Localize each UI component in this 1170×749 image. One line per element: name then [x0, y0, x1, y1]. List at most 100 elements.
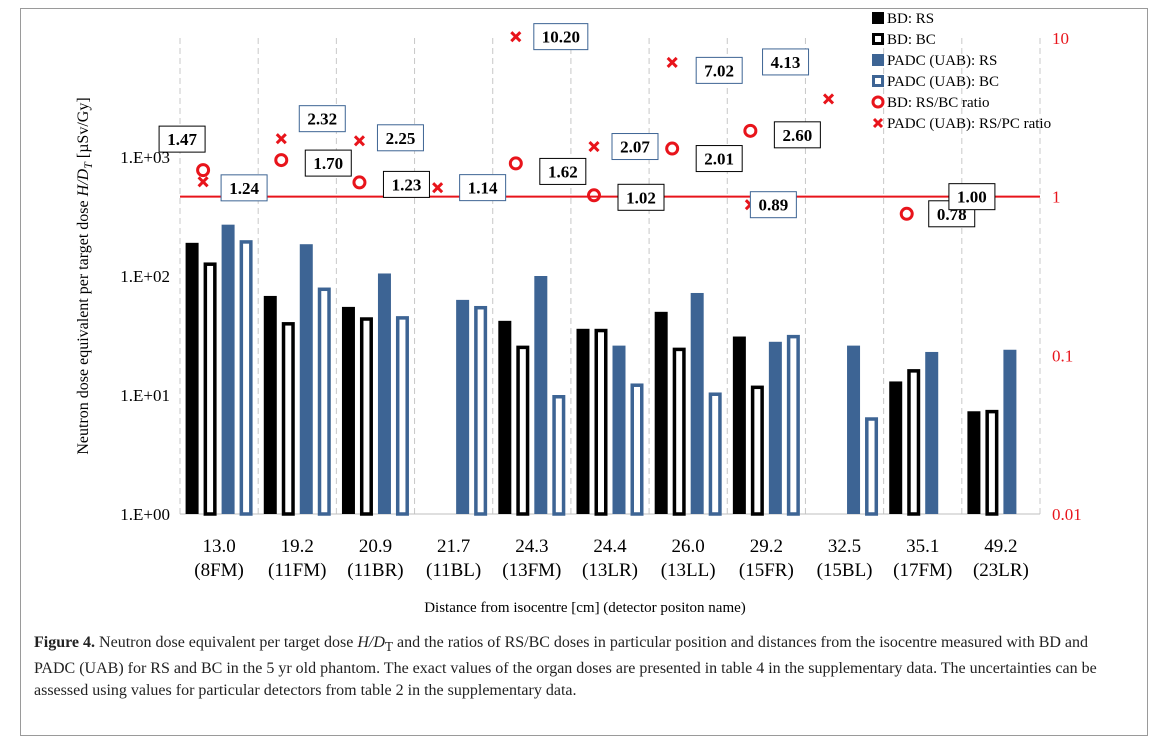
bar: [750, 385, 764, 516]
x-tick-label: 35.1: [906, 536, 939, 557]
bar: [341, 306, 355, 514]
bar: [498, 320, 512, 514]
ratio-label: 2.07: [620, 138, 650, 157]
legend-swatch: [872, 12, 884, 24]
ratio-label: 1.02: [626, 188, 656, 207]
ratio-marker-circle: [274, 153, 289, 168]
ratio-label-box: [948, 183, 996, 211]
ratio-marker-x: [197, 176, 209, 188]
legend-label: PADC (UAB): RS: [887, 53, 997, 69]
ratio-marker-x-stroke: [666, 56, 678, 68]
y-tick-label: 1.E+01: [120, 386, 170, 405]
bar: [239, 240, 253, 516]
caption-sub: T: [384, 639, 394, 655]
legend-marker-circle: [871, 95, 885, 109]
ratio-marker-x: [666, 56, 678, 68]
bar: [221, 224, 235, 514]
x-tick-sublabel: (13LL): [661, 560, 716, 581]
bar: [708, 392, 722, 516]
x-tick-sublabel: (23LR): [973, 560, 1029, 581]
x-tick-label: 20.9: [359, 536, 392, 557]
ratio-marker-x-stroke: [275, 133, 287, 145]
x-tick-label: 26.0: [672, 536, 705, 557]
figure-caption: Figure 4. Neutron dose equivalent per ta…: [34, 632, 1124, 702]
x-tick-sublabel: (13FM): [502, 560, 561, 581]
ratio-label-box: [695, 145, 743, 173]
bar: [967, 411, 981, 514]
y-tick-label: 1.E+00: [120, 505, 170, 524]
ratio-label-box: [158, 125, 206, 153]
ratio-label-box: [773, 121, 821, 149]
ratio-marker-x: [822, 93, 835, 105]
ratio-marker-circle: [508, 156, 523, 171]
bar: [732, 336, 746, 514]
bar: [985, 409, 999, 516]
ratio-label: 1.47: [167, 130, 197, 149]
bar: [534, 276, 548, 514]
ratio-marker-x-stroke: [588, 140, 600, 153]
ratio-marker-x-stroke: [197, 176, 209, 188]
ratio-label-box: [611, 133, 659, 161]
ratio-label-box: [695, 56, 743, 84]
x-tick-label: 24.4: [593, 536, 627, 557]
y-tick-label: 1.E+02: [120, 267, 170, 286]
ratio-marker-x: [588, 140, 600, 153]
ratio-label: 10.20: [542, 28, 580, 47]
bar: [865, 417, 879, 516]
ratio-label: 0.89: [758, 196, 788, 215]
bar: [317, 287, 331, 516]
bar: [690, 292, 704, 514]
ratio-label: 2.25: [386, 129, 416, 148]
x-tick-label: 32.5: [828, 536, 861, 557]
bar: [576, 328, 590, 514]
legend-label: PADC (UAB): RS/PC ratio: [887, 116, 1051, 132]
x-tick-sublabel: (8FM): [194, 560, 244, 581]
ratio-marker-x-stroke: [353, 135, 366, 147]
bar: [395, 316, 409, 516]
x-axis-label: Distance from isocentre [cm] (detector p…: [424, 600, 746, 616]
ratio-label: 1.24: [229, 179, 259, 198]
ratio-label: 2.01: [704, 150, 734, 169]
ratio-marker-circle: [899, 206, 914, 221]
y2-tick-label: 10: [1052, 29, 1069, 48]
bar: [594, 328, 608, 516]
x-tick-label: 24.3: [515, 536, 548, 557]
ratio-label-box: [749, 191, 797, 219]
bar: [263, 295, 277, 514]
x-tick-sublabel: (15BL): [817, 560, 873, 581]
y2-tick-label: 0.1: [1052, 346, 1073, 365]
bar: [889, 381, 903, 514]
ratio-label: 1.70: [313, 154, 343, 173]
ratio-marker-x-stroke: [432, 182, 444, 194]
ratio-label-box: [376, 124, 424, 152]
bar: [185, 242, 199, 515]
ratio-marker-x: [432, 182, 444, 194]
ratio-label-box: [459, 174, 507, 202]
ratio-label: 1.23: [392, 175, 422, 194]
ratio-label-box: [298, 105, 346, 133]
legend-label: BD: BC: [887, 32, 936, 48]
x-tick-sublabel: (17FM): [893, 560, 952, 581]
legend-label: PADC (UAB): BC: [887, 74, 999, 90]
ratio-marker-x: [353, 135, 366, 147]
ratio-marker-x: [510, 31, 522, 43]
bar: [456, 299, 470, 514]
ratio-label-box: [539, 157, 587, 185]
ratio-label: 1.62: [548, 162, 578, 181]
y2-tick-label: 1: [1052, 188, 1061, 207]
ratio-label-box: [304, 149, 352, 177]
ratio-label-box: [762, 48, 810, 76]
ratio-marker-x-stroke: [822, 93, 835, 105]
ratio-label-box: [617, 183, 665, 211]
neutron-dose-chart: 1.E+00 1.E+01 1.E+02 1.E+03 0.01 0.1 1 10 Neutro…: [75, 11, 1082, 616]
ratio-label: 2.32: [307, 110, 337, 129]
ratio-label-box: [382, 170, 430, 198]
bar: [203, 262, 217, 516]
x-tick-label: 19.2: [281, 536, 314, 557]
figure-frame: [20, 8, 1148, 736]
ratio-label: 4.13: [771, 53, 801, 72]
bar: [612, 345, 626, 514]
ratio-label: 7.02: [704, 61, 734, 80]
caption-label: Figure 4.: [34, 634, 96, 651]
x-tick-sublabel: (13LR): [582, 560, 638, 581]
